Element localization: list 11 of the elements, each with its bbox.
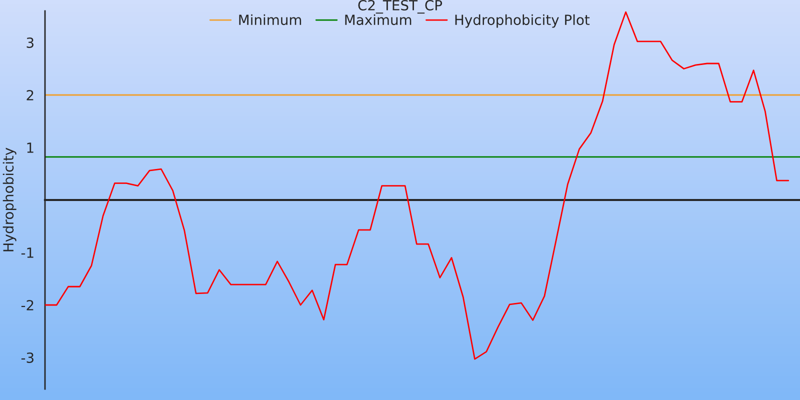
- y-tick-label: 3: [26, 37, 34, 48]
- legend-label: Hydrophobicity Plot: [455, 14, 590, 28]
- y-tick-label: -2: [21, 300, 34, 310]
- y-tick-label: 1: [27, 142, 34, 153]
- y-tick-label: 2: [26, 90, 34, 100]
- legend-label: Maximum: [345, 14, 412, 26]
- chart-title: C2_TEST_CP: [358, 0, 442, 14]
- y-tick-label: -1: [21, 248, 34, 258]
- y-tick-label: -3: [21, 352, 34, 363]
- legend-label: Minimum: [239, 14, 302, 26]
- y-axis-title: Hydrophobicity: [2, 148, 16, 252]
